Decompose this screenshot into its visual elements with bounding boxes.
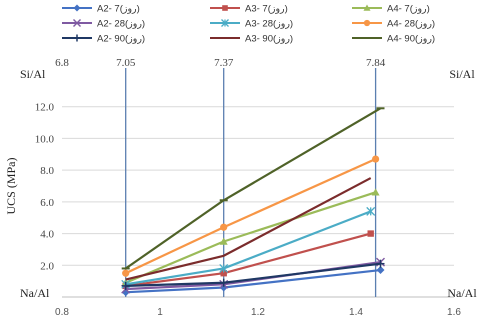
- top-tick-label: 7.05: [116, 57, 136, 69]
- y-axis-title: UCS (MPa): [4, 157, 18, 214]
- y-tick-label: 2.0: [40, 260, 54, 272]
- x-tick-label: 1.2: [251, 307, 265, 318]
- legend-label: A3- 90(روز): [245, 34, 293, 45]
- top-tick-label: 7.84: [366, 57, 386, 69]
- x-axis-label-left: Na/Al: [20, 286, 50, 300]
- legend-item: A4- 28(روز): [352, 19, 435, 30]
- legend-item: A2- 90(روز): [62, 34, 145, 45]
- marker-plus: [74, 35, 81, 42]
- legend-label: A4- 90(روز): [387, 34, 435, 45]
- top-tick-label: 6.8: [55, 57, 69, 69]
- legend-label: A4- 28(روز): [387, 19, 435, 30]
- top-tick-label: 7.37: [214, 57, 234, 69]
- x-tick-label: 1: [157, 307, 163, 318]
- marker-square: [222, 5, 228, 11]
- top-axis-label-right: Si/Al: [449, 67, 475, 81]
- marker-circle: [372, 155, 379, 162]
- y-tick-label: 4.0: [40, 229, 54, 241]
- x-tick-label: 1.4: [349, 307, 363, 318]
- legend-item: A3- 28(روز): [210, 19, 293, 30]
- x-axis-label-right: Na/Al: [447, 286, 477, 300]
- marker-circle: [220, 224, 227, 231]
- x-tick-label: 1.6: [447, 307, 461, 318]
- legend: A2- 7(روز) A3- 7(روز) A4- 7(روز) A2- 28(روز…: [62, 4, 435, 45]
- legend-label: A2- 28(روز): [97, 19, 145, 30]
- legend-label: A3- 7(روز): [245, 4, 288, 15]
- legend-item: A4- 90(روز): [352, 34, 435, 45]
- y-tick-label: 8.0: [40, 165, 54, 177]
- marker-circle: [122, 270, 129, 277]
- x-tick-label: 0.8: [55, 307, 69, 318]
- legend-item: A3- 7(روز): [210, 4, 288, 15]
- legend-item: A2- 28(روز): [62, 19, 145, 30]
- y-tick-label: 6.0: [40, 197, 54, 209]
- marker-diamond: [74, 5, 81, 12]
- marker-square: [368, 230, 374, 236]
- legend-label: A2- 90(روز): [97, 34, 145, 45]
- y-tick-label: 10.0: [35, 133, 55, 145]
- legend-label: A3- 28(روز): [245, 19, 293, 30]
- legend-label: A4- 7(روز): [387, 4, 430, 15]
- top-axis-label-left: Si/Al: [20, 67, 46, 81]
- legend-item: A2- 7(روز): [62, 4, 140, 15]
- legend-item: A3- 90(روز): [210, 34, 293, 45]
- legend-label: A2- 7(روز): [97, 4, 140, 15]
- y-tick-label: 12.0: [35, 102, 55, 114]
- marker-circle: [364, 20, 370, 26]
- legend-item: A4- 7(روز): [352, 4, 430, 15]
